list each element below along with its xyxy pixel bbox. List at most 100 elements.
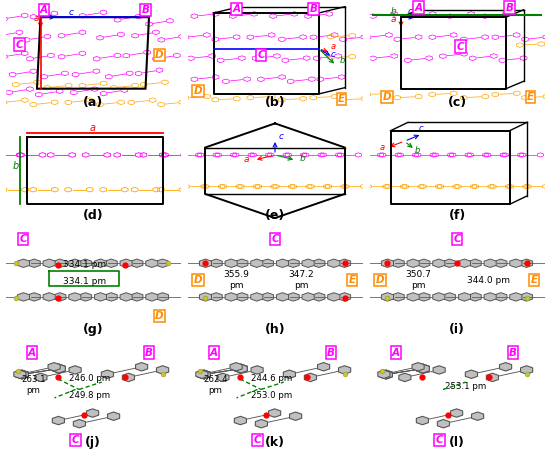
Text: c: c [278, 132, 283, 141]
Text: (g): (g) [82, 323, 103, 336]
Polygon shape [304, 373, 316, 382]
Text: B: B [310, 4, 317, 14]
Text: c: c [419, 124, 423, 133]
Polygon shape [16, 370, 29, 379]
Polygon shape [251, 293, 263, 301]
Polygon shape [520, 366, 532, 374]
Text: C: C [257, 50, 265, 60]
Text: 246.0 pm: 246.0 pm [69, 374, 110, 383]
Polygon shape [313, 259, 325, 268]
Text: 262.4
pm: 262.4 pm [203, 375, 228, 394]
Text: D: D [383, 92, 391, 102]
Polygon shape [53, 364, 65, 373]
Polygon shape [197, 370, 211, 379]
Polygon shape [174, 293, 186, 301]
Text: 249.8 pm: 249.8 pm [69, 391, 110, 400]
Polygon shape [277, 259, 289, 268]
Text: B: B [509, 348, 517, 358]
Polygon shape [416, 364, 430, 373]
Polygon shape [236, 293, 248, 301]
Text: c: c [69, 8, 74, 17]
Polygon shape [200, 259, 212, 268]
Polygon shape [313, 293, 325, 301]
Polygon shape [381, 259, 394, 268]
Polygon shape [407, 293, 419, 301]
Polygon shape [28, 293, 40, 301]
Polygon shape [458, 293, 471, 301]
Polygon shape [364, 259, 376, 268]
Text: A: A [210, 348, 218, 358]
Text: A: A [392, 348, 400, 358]
Polygon shape [469, 293, 481, 301]
Text: b: b [415, 146, 420, 155]
Polygon shape [225, 259, 237, 268]
Polygon shape [277, 293, 289, 301]
Polygon shape [197, 370, 211, 379]
Polygon shape [53, 364, 65, 373]
Polygon shape [412, 363, 424, 371]
Text: B: B [145, 348, 153, 358]
Text: D: D [155, 311, 164, 321]
Polygon shape [418, 259, 430, 268]
Polygon shape [469, 259, 481, 268]
Text: b: b [13, 161, 19, 171]
Polygon shape [261, 293, 273, 301]
Polygon shape [28, 259, 40, 268]
Text: C: C [19, 234, 27, 244]
Text: 244.6 pm: 244.6 pm [251, 374, 292, 383]
Polygon shape [379, 370, 392, 379]
Polygon shape [120, 259, 132, 268]
Polygon shape [392, 259, 404, 268]
Polygon shape [484, 293, 496, 301]
Polygon shape [101, 370, 113, 379]
Text: C: C [436, 435, 443, 445]
Polygon shape [225, 293, 237, 301]
Polygon shape [510, 259, 522, 268]
Polygon shape [381, 293, 394, 301]
Polygon shape [14, 370, 26, 379]
Text: A: A [40, 5, 48, 15]
Polygon shape [433, 259, 445, 268]
Polygon shape [433, 366, 445, 374]
Polygon shape [105, 259, 117, 268]
Polygon shape [135, 363, 147, 371]
Text: a: a [331, 42, 336, 51]
Polygon shape [283, 370, 295, 379]
Text: 355.9
pm: 355.9 pm [223, 270, 250, 290]
Text: C: C [16, 40, 23, 50]
Polygon shape [546, 259, 550, 268]
Text: a: a [34, 15, 39, 23]
Polygon shape [43, 293, 55, 301]
Text: D: D [194, 275, 202, 285]
Text: a: a [380, 143, 385, 152]
Polygon shape [131, 259, 143, 268]
Text: E: E [530, 275, 537, 285]
Polygon shape [16, 370, 29, 379]
Polygon shape [471, 412, 483, 420]
Polygon shape [379, 370, 392, 379]
Polygon shape [495, 259, 507, 268]
Polygon shape [48, 363, 60, 371]
Text: A: A [28, 348, 36, 358]
Polygon shape [433, 293, 445, 301]
Polygon shape [73, 420, 85, 428]
Polygon shape [484, 259, 496, 268]
Polygon shape [131, 293, 143, 301]
Polygon shape [450, 409, 463, 417]
Polygon shape [255, 420, 267, 428]
Polygon shape [79, 293, 92, 301]
Polygon shape [356, 259, 368, 268]
Polygon shape [69, 259, 81, 268]
Polygon shape [392, 293, 404, 301]
Text: D: D [376, 275, 384, 285]
Polygon shape [458, 259, 471, 268]
Polygon shape [328, 293, 340, 301]
Polygon shape [251, 259, 263, 268]
Text: b: b [300, 154, 305, 163]
Text: B: B [505, 3, 514, 13]
Text: 253.0 pm: 253.0 pm [251, 391, 292, 400]
Polygon shape [235, 364, 248, 373]
Polygon shape [18, 259, 30, 268]
Text: E: E [527, 92, 534, 102]
Polygon shape [510, 293, 522, 301]
